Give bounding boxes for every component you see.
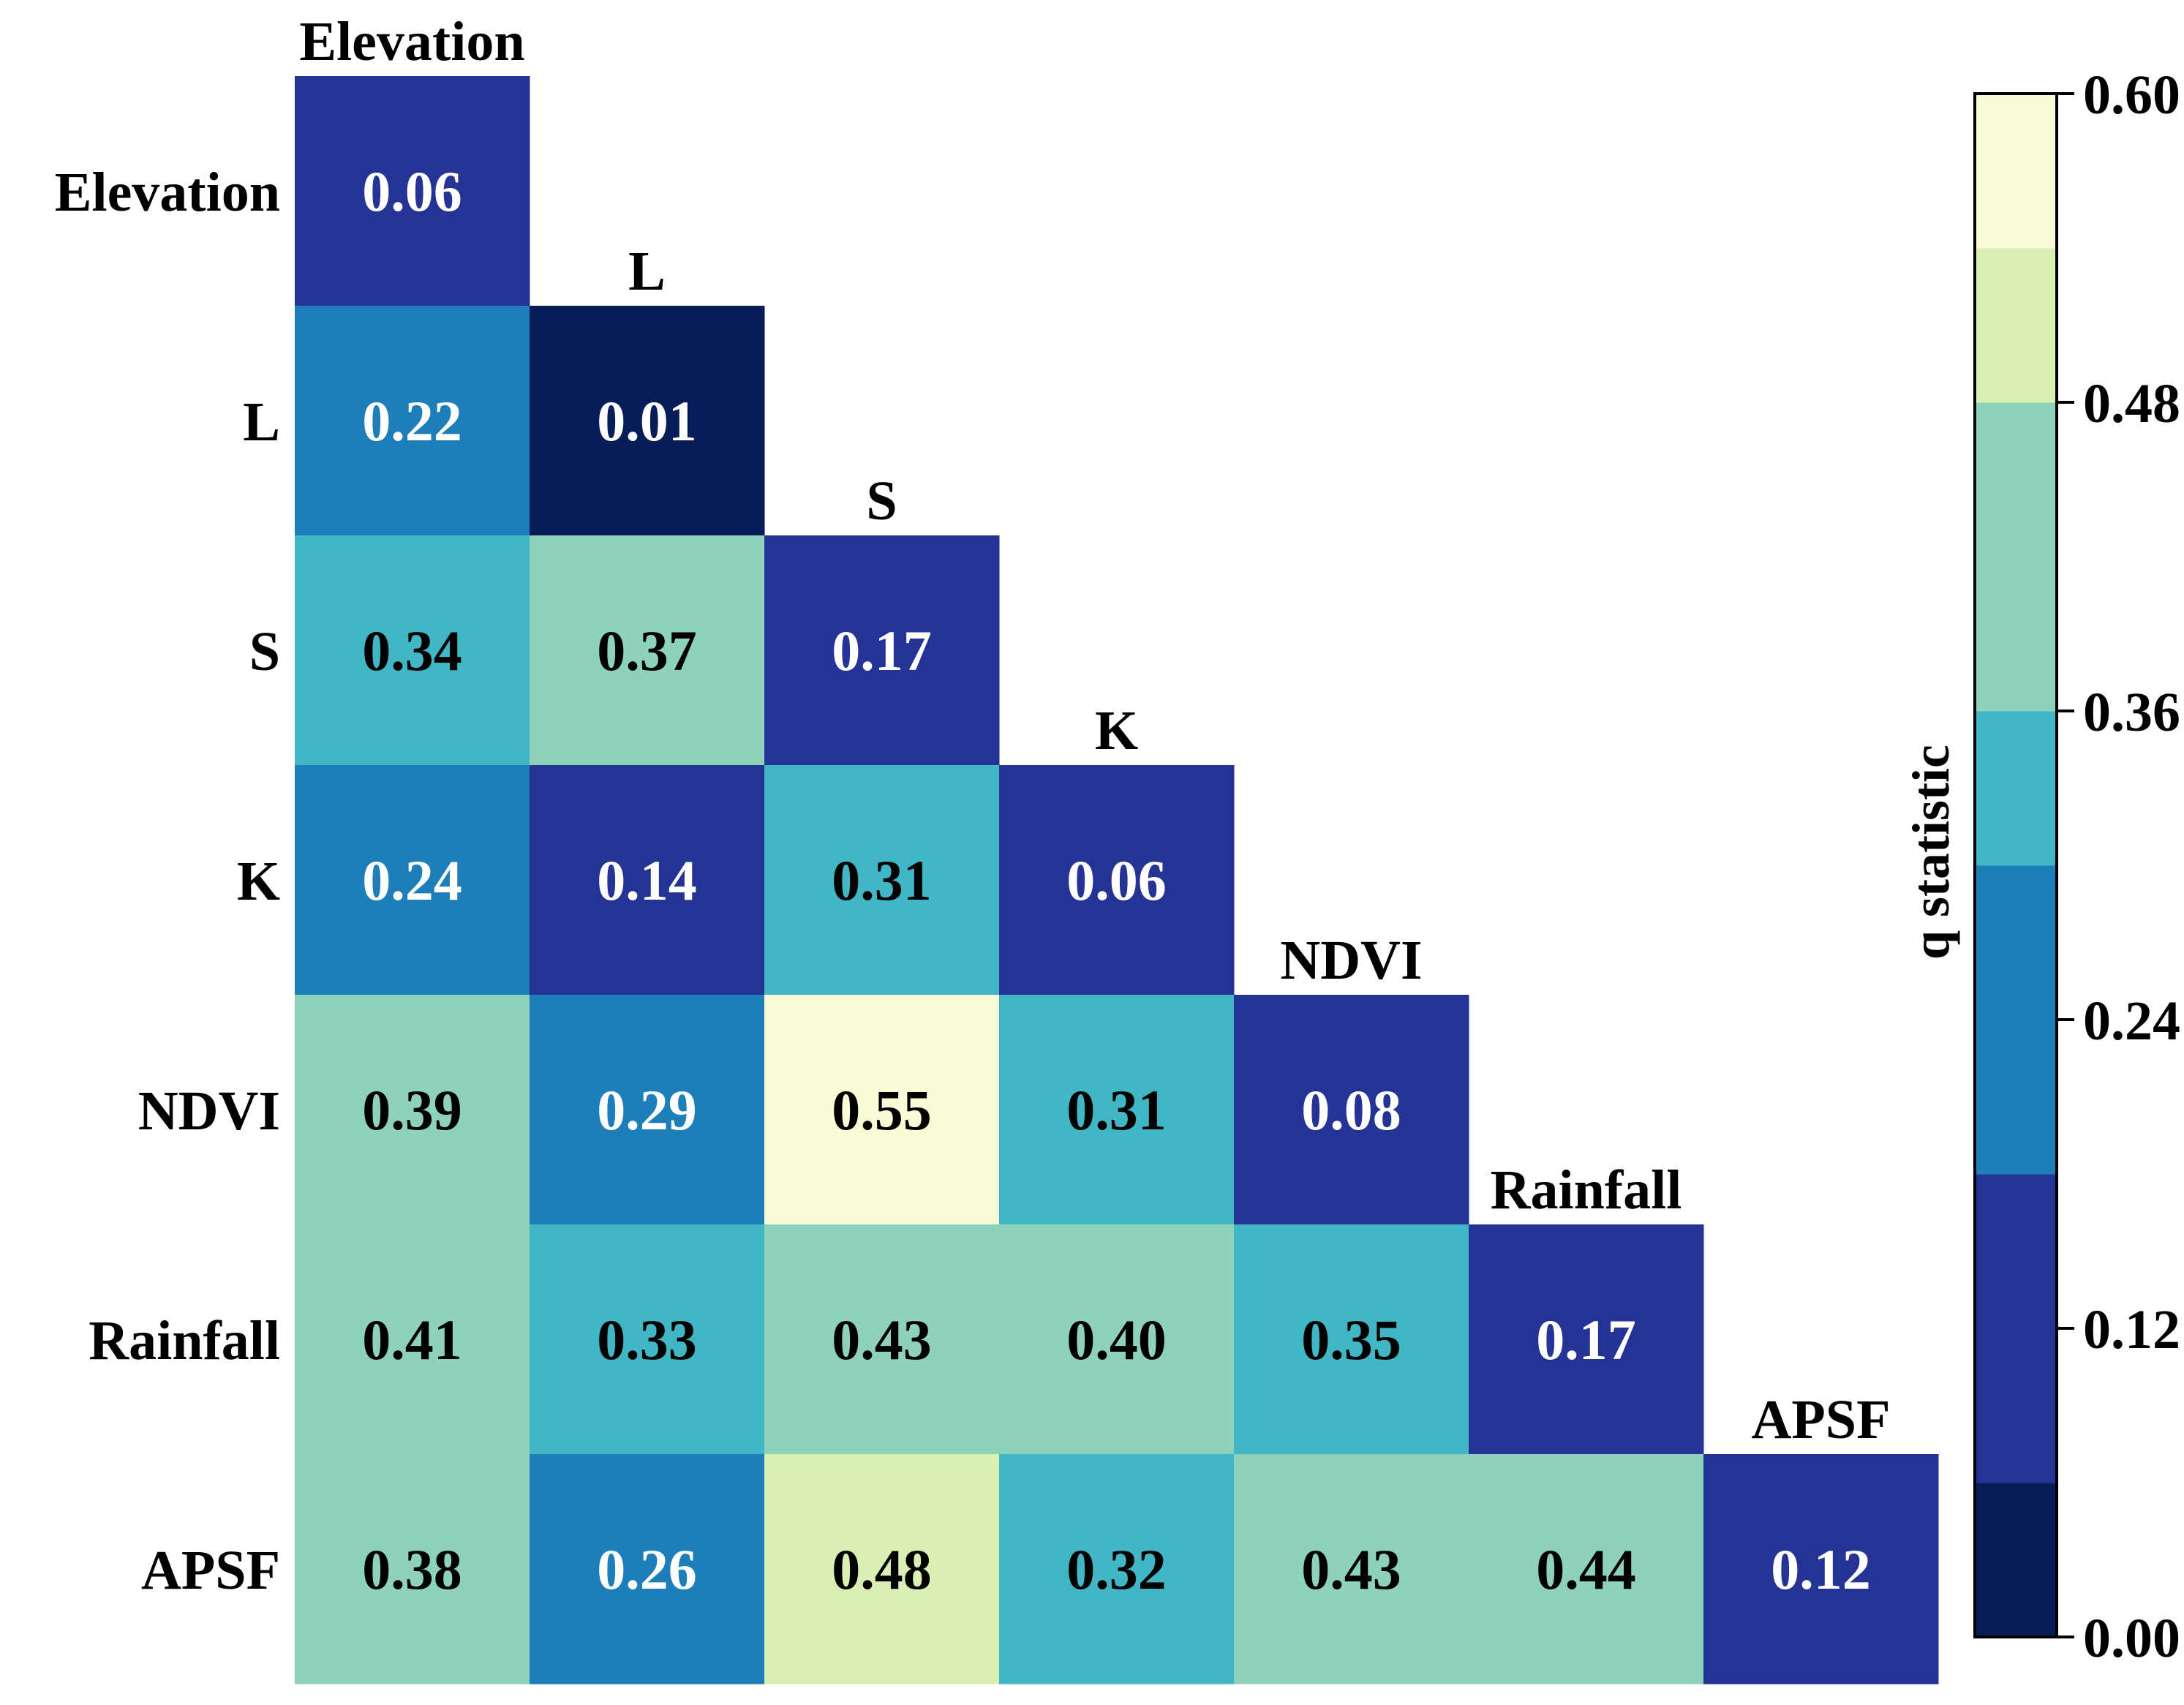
cell-value-ndvi-ndvi: 0.08 <box>1301 1078 1401 1142</box>
cell-rainfall-l <box>530 1224 765 1455</box>
cell-value-rainfall-k: 0.40 <box>1066 1308 1167 1371</box>
cell-ndvi-ndvi <box>1234 995 1469 1225</box>
cell-apsf-ndvi <box>1234 1454 1469 1685</box>
colorbar-bin-6 <box>1975 557 2057 712</box>
column-labels: Elevation L S K NDVI Rainfall APSF <box>299 11 1890 1450</box>
colorbar-bin-5 <box>1975 711 2057 866</box>
cell-s-l <box>530 535 765 766</box>
column-label-s: S <box>866 470 897 532</box>
column-label-k: K <box>1095 700 1138 761</box>
column-label-ndvi: NDVI <box>1280 930 1422 991</box>
column-label-l: L <box>628 241 666 302</box>
colorbar-tick-label: 0.12 <box>2083 1299 2180 1360</box>
cell-value-ndvi-elevation: 0.39 <box>362 1078 462 1142</box>
cell-rainfall-elevation <box>295 1224 530 1455</box>
cell-elevation-elevation <box>295 76 530 306</box>
cell-ndvi-k <box>999 995 1235 1225</box>
cell-value-s-s: 0.17 <box>832 619 932 682</box>
cell-value-apsf-k: 0.32 <box>1066 1537 1167 1601</box>
colorbar-title: q statistic <box>1902 745 1960 960</box>
cell-value-ndvi-k: 0.31 <box>1066 1078 1167 1142</box>
row-label-rainfall: Rainfall <box>89 1310 280 1371</box>
cell-value-rainfall-s: 0.43 <box>832 1308 932 1371</box>
cell-value-rainfall-ndvi: 0.35 <box>1301 1308 1401 1371</box>
row-label-apsf: APSF <box>141 1540 280 1601</box>
cell-rainfall-s <box>764 1224 1000 1455</box>
row-label-elevation: Elevation <box>55 162 280 223</box>
colorbar-tick-label: 0.36 <box>2083 682 2180 743</box>
row-label-k: K <box>237 851 280 912</box>
row-label-ndvi: NDVI <box>138 1080 280 1142</box>
cell-value-apsf-apsf: 0.12 <box>1771 1537 1871 1601</box>
colorbar-bin-1 <box>1975 1328 2057 1483</box>
cell-value-l-elevation: 0.22 <box>362 389 462 453</box>
cell-value-apsf-ndvi: 0.43 <box>1301 1537 1401 1601</box>
cell-apsf-elevation <box>295 1454 530 1685</box>
cell-l-elevation <box>295 306 530 536</box>
colorbar-tick-label: 0.24 <box>2083 990 2180 1052</box>
colorbar-bin-4 <box>1975 865 2057 1020</box>
cell-value-ndvi-l: 0.29 <box>597 1078 697 1142</box>
cell-k-l <box>530 765 765 995</box>
cell-value-rainfall-rainfall: 0.17 <box>1536 1308 1636 1371</box>
cell-l-l <box>530 306 765 536</box>
colorbar-bin-0 <box>1975 1483 2057 1638</box>
cell-value-ndvi-s: 0.55 <box>832 1078 932 1142</box>
cell-apsf-l <box>530 1454 765 1685</box>
cell-rainfall-rainfall <box>1469 1224 1704 1455</box>
cell-rainfall-ndvi <box>1234 1224 1469 1455</box>
cell-value-k-k: 0.06 <box>1066 848 1167 912</box>
column-label-rainfall: Rainfall <box>1491 1159 1682 1221</box>
colorbar-bin-9 <box>1975 94 2057 249</box>
row-label-l: L <box>243 391 280 453</box>
cell-s-s <box>764 535 1000 766</box>
colorbar-tick-label: 0.48 <box>2083 373 2180 434</box>
row-labels: Elevation L S K NDVI Rainfall APSF <box>55 162 280 1601</box>
cell-apsf-k <box>999 1454 1235 1685</box>
colorbar-bin-3 <box>1975 1020 2057 1175</box>
cell-value-apsf-rainfall: 0.44 <box>1536 1537 1636 1601</box>
cell-s-elevation <box>295 535 530 766</box>
cell-apsf-rainfall <box>1469 1454 1704 1685</box>
cell-value-apsf-s: 0.48 <box>832 1537 932 1601</box>
heatmap-cells: 0.06 0.22 0.01 0.34 0.37 0.17 0.24 0.14 0.31 0.06… <box>295 76 1939 1685</box>
cell-value-k-l: 0.14 <box>597 848 697 912</box>
cell-ndvi-elevation <box>295 995 530 1225</box>
column-label-apsf: APSF <box>1752 1389 1891 1450</box>
colorbar-bin-8 <box>1975 248 2057 403</box>
cell-value-s-elevation: 0.34 <box>362 619 462 682</box>
cell-value-k-s: 0.31 <box>832 848 932 912</box>
row-label-s: S <box>249 621 280 682</box>
cell-ndvi-l <box>530 995 765 1225</box>
cell-value-apsf-l: 0.26 <box>597 1537 697 1601</box>
cell-apsf-apsf <box>1703 1454 1939 1685</box>
cell-value-elevation-elevation: 0.06 <box>362 159 462 223</box>
colorbar: 0.00 0.12 0.24 0.36 0.48 0.60 q statistic <box>1902 64 2180 1669</box>
cell-k-s <box>764 765 1000 995</box>
cell-rainfall-k <box>999 1224 1235 1455</box>
cell-k-elevation <box>295 765 530 995</box>
cell-value-rainfall-l: 0.33 <box>597 1308 697 1371</box>
colorbar-frame <box>1973 92 2058 1638</box>
colorbar-bin-7 <box>1975 402 2057 557</box>
cell-value-l-l: 0.01 <box>597 389 697 453</box>
colorbar-tick-label: 0.60 <box>2083 64 2180 126</box>
cell-apsf-s <box>764 1454 1000 1685</box>
cell-value-s-l: 0.37 <box>597 619 697 682</box>
column-label-elevation: Elevation <box>299 11 524 72</box>
cell-k-k <box>999 765 1235 995</box>
colorbar-tick-label: 0.00 <box>2083 1608 2180 1669</box>
cell-value-apsf-elevation: 0.38 <box>362 1537 462 1601</box>
cell-value-k-elevation: 0.24 <box>362 848 462 912</box>
cell-value-rainfall-elevation: 0.41 <box>362 1308 462 1371</box>
colorbar-bin-2 <box>1975 1174 2057 1329</box>
cell-ndvi-s <box>764 995 1000 1225</box>
